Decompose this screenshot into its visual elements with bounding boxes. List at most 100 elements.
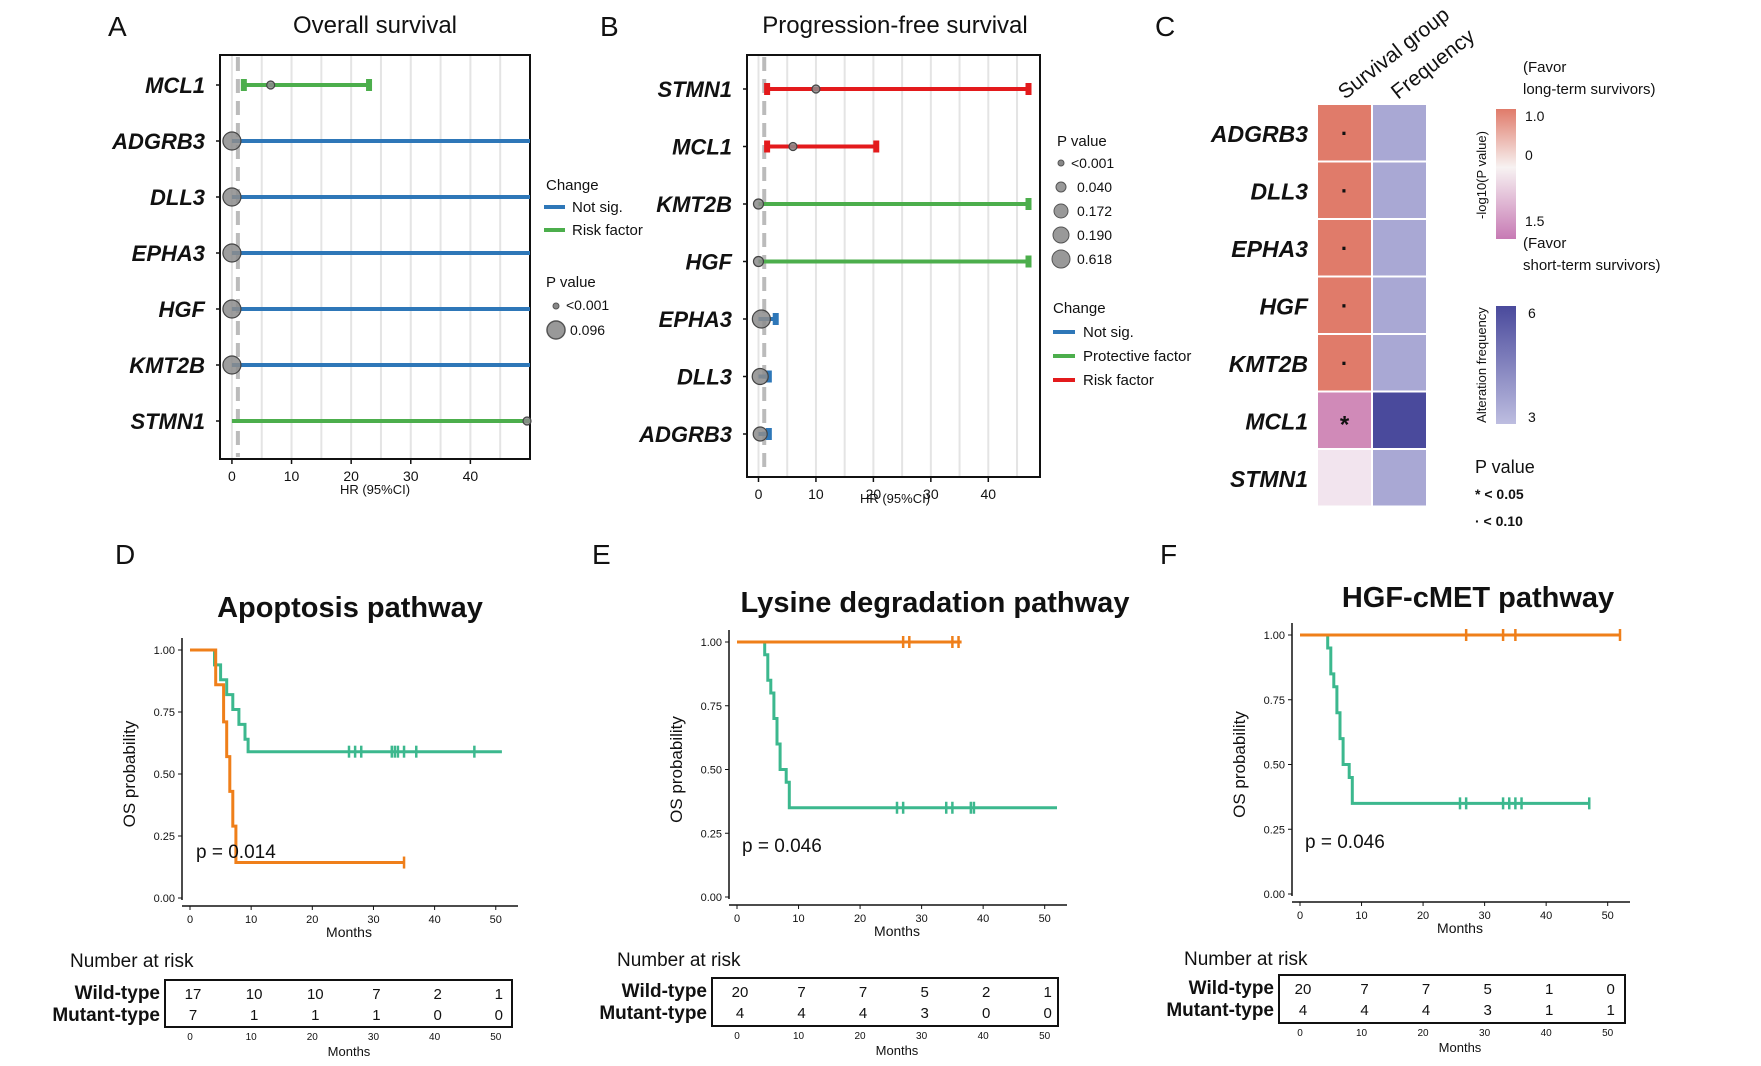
- km-pvalue: p = 0.046: [1305, 832, 1385, 853]
- heatmap-gene-label: MCL1: [1245, 408, 1308, 434]
- risk-label-mutant: Mutant-type: [1166, 1000, 1274, 1021]
- km-xtick-label: 30: [367, 914, 379, 926]
- heatmap-gene-label: EPHA3: [1231, 236, 1308, 262]
- forest-pfs-gene-label: DLL3: [677, 365, 732, 390]
- risk-xtick-label: 30: [368, 1032, 380, 1043]
- risk-count-wild: 2: [433, 986, 441, 1003]
- legend-change-title: Change: [546, 177, 599, 194]
- risk-count-mutant: 1: [1607, 1002, 1615, 1019]
- forest-os-ticks: 0 10 20 30 40: [216, 84, 478, 484]
- risk-count-wild: 20: [1295, 981, 1312, 998]
- forest-pfs-title: Progression-free survival: [762, 12, 1027, 39]
- risk-label-wild: Wild-type: [75, 983, 160, 1004]
- risk-table-title: Number at risk: [1184, 949, 1308, 970]
- heatmap-sig-mark: ·: [1341, 178, 1348, 203]
- forest-os-xtick-label: 20: [343, 468, 359, 484]
- risk-count-mutant: 4: [736, 1005, 744, 1022]
- risk-xtick-label: 10: [1356, 1028, 1368, 1039]
- forest-os-hr-point: [222, 187, 242, 207]
- legend-pfs-pvalue-title: P value: [1057, 133, 1107, 150]
- risk-xtick-label: 10: [793, 1031, 805, 1042]
- km-ytick-label: 1.00: [1264, 630, 1285, 642]
- legend-pvalue-small: [552, 302, 560, 310]
- risk-label-mutant: Mutant-type: [599, 1003, 707, 1024]
- forest-pfs-ci-cap: [772, 313, 779, 325]
- km-xtick-label: 0: [187, 914, 193, 926]
- risk-count-wild: 7: [797, 984, 805, 1001]
- risk-count-wild: 5: [920, 984, 928, 1001]
- km-xtick-label: 30: [915, 913, 927, 925]
- risk-count-mutant: 1: [250, 1007, 258, 1024]
- km-plot-lysine: Lysine degradation pathway 0.00 0.25 0.50 0.…: [599, 587, 1129, 1058]
- forest-pfs-hr-point: [751, 309, 771, 329]
- km-xtick-label: 50: [1602, 910, 1614, 922]
- risk-count-wild: 7: [1422, 981, 1430, 998]
- forest-pfs-ci-cap: [1025, 83, 1032, 95]
- forest-os-gene-label: DLL3: [150, 185, 205, 210]
- km-title: HGF-cMET pathway: [1342, 582, 1614, 614]
- legend-pfs-p5-label: 0.618: [1077, 251, 1112, 267]
- forest-pfs-gene-label: HGF: [686, 250, 733, 275]
- risk-xtick-label: 40: [429, 1032, 441, 1043]
- km-ytick-label: 0.50: [1264, 760, 1285, 772]
- risk-count-mutant: 1: [1545, 1002, 1553, 1019]
- forest-os-gene-label: MCL1: [145, 73, 205, 98]
- risk-xtick-label: 30: [1479, 1028, 1491, 1039]
- legend-favor-short-2: short-term survivors): [1523, 257, 1661, 274]
- forest-pfs-xtick-label: 10: [808, 486, 824, 502]
- legend-pfs-change-title: Change: [1053, 300, 1106, 317]
- km-ytick-label: 0.25: [1264, 824, 1285, 836]
- risk-xtick-label: 30: [916, 1031, 928, 1042]
- panel-letter-c: C: [1155, 11, 1175, 42]
- km-curve-wild: [190, 648, 502, 754]
- legend-favor-long: (Favor: [1523, 59, 1566, 76]
- legend-pfs-not-sig-label: Not sig.: [1083, 324, 1134, 341]
- heatmap-sig-mark: ·: [1341, 236, 1348, 261]
- risk-xtick-label: 50: [490, 1032, 502, 1043]
- legend-pfs-p4: [1052, 226, 1070, 244]
- km-xtick-label: 10: [792, 913, 804, 925]
- legend-pvalue-heading: P value: [1475, 457, 1535, 477]
- legend-favor-long-2: long-term survivors): [1523, 81, 1656, 98]
- forest-os-xtick-label: 30: [403, 468, 419, 484]
- heatmap-sig-mark: *: [1340, 411, 1350, 438]
- forest-pfs-xtick-label: 0: [755, 486, 763, 502]
- km-xtick-label: 10: [1355, 910, 1367, 922]
- forest-plot-os: Overall survival MCL1 ADGRB3 DLL3 EPHA3 HGF K…: [111, 12, 643, 497]
- risk-count-mutant: 7: [189, 1007, 197, 1024]
- km-xtick-label: 0: [734, 913, 740, 925]
- risk-count-mutant: 0: [433, 1007, 441, 1024]
- risk-count-mutant: 4: [859, 1005, 867, 1022]
- legend-surv-axis: -log10(P value): [1474, 131, 1489, 219]
- risk-xtick-label: 20: [855, 1031, 867, 1042]
- risk-count-wild: 7: [372, 986, 380, 1003]
- km-xtick-label: 0: [1297, 910, 1303, 922]
- heatmap-cell-survival: [1316, 390, 1373, 450]
- forest-pfs-ci-cap: [765, 370, 772, 383]
- km-xtick-label: 20: [1417, 910, 1429, 922]
- panel-letter-f: F: [1160, 539, 1177, 570]
- heatmap-cell-frequency: [1371, 160, 1428, 220]
- risk-label-mutant: Mutant-type: [52, 1005, 160, 1026]
- legend-pvalue-title: P value: [546, 274, 596, 291]
- km-xlabel: Months: [1437, 920, 1483, 936]
- forest-pfs-hr-point: [752, 255, 765, 268]
- heatmap-cell-survival: [1316, 275, 1373, 335]
- risk-xlabel: Months: [876, 1043, 919, 1058]
- km-title: Apoptosis pathway: [217, 592, 483, 624]
- heatmap-cell-frequency: [1371, 275, 1428, 335]
- legend-frequency-gradient: [1496, 306, 1516, 424]
- risk-table-title: Number at risk: [70, 951, 194, 972]
- risk-xtick-label: 20: [1418, 1028, 1430, 1039]
- forest-pfs-xtick-label: 20: [866, 486, 882, 502]
- risk-count-mutant: 1: [311, 1007, 319, 1024]
- heatmap-cell-frequency: [1371, 103, 1428, 163]
- forest-pfs-hr-point: [752, 426, 768, 442]
- forest-os-gene-label: KMT2B: [129, 353, 205, 378]
- panel-letter-d: D: [115, 539, 135, 570]
- forest-pfs-frame: [746, 54, 1041, 478]
- risk-xtick-label: 20: [307, 1032, 319, 1043]
- km-xtick-label: 50: [1039, 913, 1051, 925]
